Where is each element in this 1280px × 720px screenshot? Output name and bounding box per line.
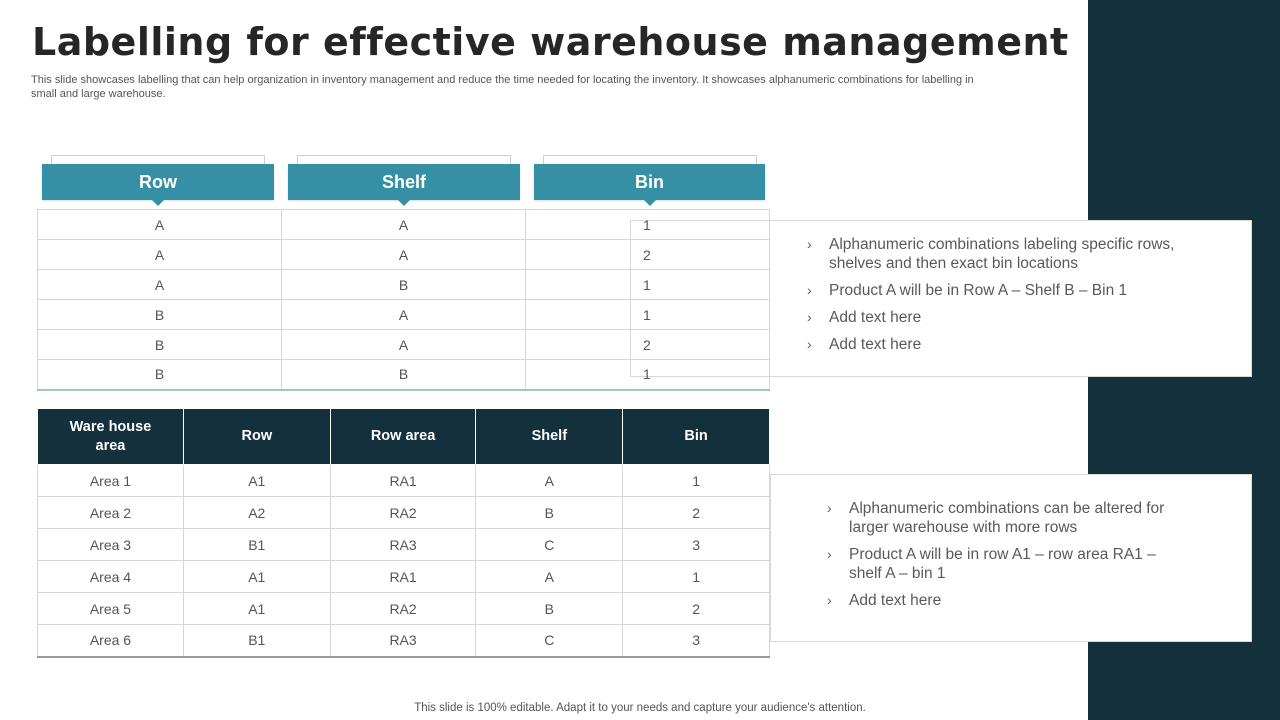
cell-shelf: B <box>475 496 624 529</box>
header-warehouse-area: Ware house area <box>37 408 184 465</box>
table-row: B A 2 <box>37 329 770 360</box>
cell-bin: 1 <box>525 209 770 240</box>
callout-bottom-bullet: › Alphanumeric combinations can be altere… <box>827 500 1165 536</box>
table-row: Area 1 A1 RA1 A 1 <box>37 464 770 497</box>
cell-row: B <box>37 329 282 360</box>
table-row: B A 1 <box>37 299 770 330</box>
warehouse-table: Ware house area Row Row area Shelf Bin A… <box>37 408 770 658</box>
cell-bin: 2 <box>622 592 770 625</box>
cell-row-area: RA1 <box>329 464 477 497</box>
cell-row-area: RA1 <box>329 560 477 593</box>
cell-shelf: B <box>281 269 526 300</box>
cell-row: A <box>37 209 282 240</box>
callout-top-bullet: › Add text here <box>807 336 922 353</box>
cell-shelf: B <box>475 592 624 625</box>
cell-row: B1 <box>182 624 331 658</box>
cell-area: Area 3 <box>37 528 184 561</box>
table-row: Area 5 A1 RA2 B 2 <box>37 592 770 625</box>
cell-shelf: A <box>281 239 526 270</box>
cell-shelf: C <box>475 528 624 561</box>
header-bin: Bin <box>622 408 770 465</box>
cell-bin: 2 <box>525 239 770 270</box>
cell-area: Area 2 <box>37 496 184 529</box>
cell-row: B <box>37 359 282 390</box>
callout-top-bullet: › Alphanumeric combinations labeling spec… <box>807 236 1175 272</box>
cell-shelf: A <box>281 209 526 240</box>
cell-row: B1 <box>182 528 331 561</box>
table-row: B B 1 <box>37 359 770 390</box>
header-bin: Bin <box>534 164 765 206</box>
cell-area: Area 5 <box>37 592 184 625</box>
cell-shelf: A <box>281 329 526 360</box>
footer-note: This slide is 100% editable. Adapt it to… <box>414 702 866 714</box>
cell-row-area: RA3 <box>329 528 477 561</box>
table-row: Area 4 A1 RA1 A 1 <box>37 560 770 593</box>
chevron-right-icon: › <box>807 309 812 325</box>
slide-title: Labelling for effective warehouse manage… <box>32 20 1069 64</box>
cell-bin: 1 <box>622 464 770 497</box>
callout-bottom-bullet: › Product A will be in row A1 – row area … <box>827 546 1156 582</box>
cell-area: Area 4 <box>37 560 184 593</box>
chevron-right-icon: › <box>807 282 812 298</box>
chevron-right-icon: › <box>827 546 832 562</box>
chevron-right-icon: › <box>827 500 832 516</box>
cell-shelf: A <box>475 560 624 593</box>
header-shelf: Shelf <box>288 164 520 206</box>
cell-row: A <box>37 269 282 300</box>
cell-bin: 1 <box>525 299 770 330</box>
chevron-right-icon: › <box>827 592 832 608</box>
table-row: A A 1 <box>37 209 770 240</box>
cell-bin: 2 <box>525 329 770 360</box>
cell-shelf: A <box>475 464 624 497</box>
cell-bin: 3 <box>622 624 770 658</box>
table-row: A B 1 <box>37 269 770 300</box>
cell-row: A2 <box>182 496 331 529</box>
callout-top-bullet: › Add text here <box>807 309 922 326</box>
table-row: A A 2 <box>37 239 770 270</box>
cell-shelf: B <box>281 359 526 390</box>
cell-bin: 1 <box>622 560 770 593</box>
cell-row-area: RA2 <box>329 592 477 625</box>
cell-area: Area 1 <box>37 464 184 497</box>
label-table: A A 1 A A 2 A B 1 B A 1 B A 2 B B 1 <box>37 209 770 391</box>
header-row-area: Row area <box>329 408 477 465</box>
header-shelf: Shelf <box>475 408 624 465</box>
cell-bin: 1 <box>525 269 770 300</box>
callout-bottom: › Alphanumeric combinations can be altere… <box>770 474 1252 642</box>
cell-bin: 2 <box>622 496 770 529</box>
cell-area: Area 6 <box>37 624 184 658</box>
cell-row-area: RA2 <box>329 496 477 529</box>
cell-bin: 1 <box>525 359 770 390</box>
slide-subtitle: This slide showcases labelling that can … <box>31 74 974 100</box>
callout-top-bullet: › Product A will be in Row A – Shelf B – … <box>807 282 1128 299</box>
cell-row: A1 <box>182 560 331 593</box>
cell-row: A1 <box>182 464 331 497</box>
cell-bin: 3 <box>622 528 770 561</box>
header-row: Row <box>42 164 274 206</box>
table-row: Area 3 B1 RA3 C 3 <box>37 528 770 561</box>
cell-shelf: C <box>475 624 624 658</box>
chevron-right-icon: › <box>807 236 812 252</box>
cell-row-area: RA3 <box>329 624 477 658</box>
table-row: Area 2 A2 RA2 B 2 <box>37 496 770 529</box>
cell-row: B <box>37 299 282 330</box>
header-row: Row <box>182 408 331 465</box>
callout-bottom-bullet: › Add text here <box>827 592 942 609</box>
cell-row: A1 <box>182 592 331 625</box>
chevron-right-icon: › <box>807 336 812 352</box>
cell-shelf: A <box>281 299 526 330</box>
cell-row: A <box>37 239 282 270</box>
table-header-row: Ware house area Row Row area Shelf Bin <box>37 408 770 465</box>
table-row: Area 6 B1 RA3 C 3 <box>37 624 770 658</box>
